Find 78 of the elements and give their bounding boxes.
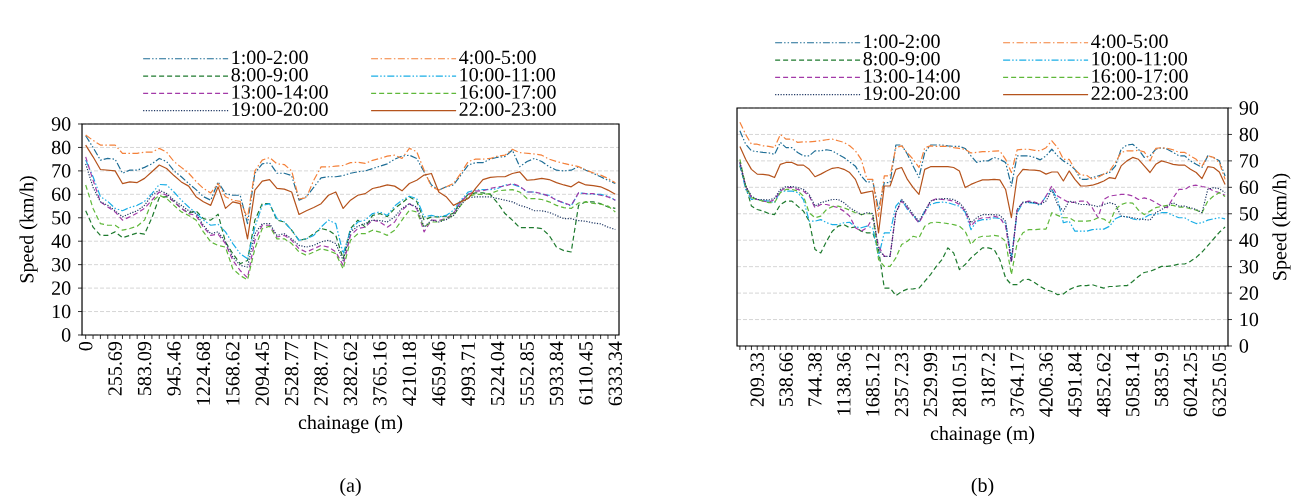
legend-label: 19:00-20:00 [864,86,960,101]
legend-label: 8:00-9:00 [231,67,308,82]
x-axis-title: chainage (m) [298,415,403,434]
x-tick-label: 4659.46 [432,341,446,406]
x-tick-label: 6325.05 [1212,352,1227,417]
y-axis-title: Speed (km/h) [19,176,38,283]
text: (a) [340,477,361,497]
legend-label: 1:00-2:00 [232,50,308,65]
legend-label: 13:00-14:00 [864,69,960,83]
line-series [85,184,616,281]
x-tick-label: 2788.77 [314,341,328,406]
x-tick-label: 744.38 [808,352,822,406]
x-tick-label: 2528.77 [284,341,299,406]
x-axis-title: chainage (m) [930,426,1035,445]
x-tick-label: 4206.36 [1039,352,1053,417]
x-tick-label: 3187.2 [981,353,996,407]
x-tick-label: 3282.62 [343,342,358,406]
legend-label: 19:00-20:00 [232,102,328,117]
y-tick-label: 0 [61,328,71,342]
x-tick-label: 2094.45 [255,341,270,406]
x-tick-label: 945.46 [167,341,181,396]
y-tick-label: 10 [1240,312,1259,327]
legend-label: 10:00-11:00 [1092,51,1187,66]
legend-label: 22:00-23:00 [1091,86,1188,101]
y-tick-label: 60 [1239,180,1259,195]
x-tick-label: 1138.36 [837,352,851,415]
y-tick-label: 20 [52,281,71,295]
y-tick-label: 10 [52,304,71,319]
y-tick-label: 90 [51,117,71,131]
x-tick-label: 4210.18 [402,341,417,406]
legend-label: 4:00-5:00 [1091,34,1168,49]
x-tick-label: 5224.04 [490,341,505,406]
x-tick-label: 583.09 [137,342,152,396]
x-tick-label: 2357.23 [894,352,909,417]
x-tick-label: 5552.85 [520,341,534,406]
y-tick-label: 70 [52,164,71,178]
x-tick-label: 4591.84 [1068,352,1082,417]
x-tick-label: 1568.62 [226,342,240,405]
x-tick-label: 6024.25 [1183,352,1198,417]
legend-label: 4:00-5:00 [459,50,536,65]
x-tick-label: 6333.34 [608,341,623,406]
x-tick-label: 0 [78,341,93,351]
y-tick-label: 40 [51,234,71,248]
x-tick-label: 538.66 [779,352,793,407]
y-tick-label: 30 [1239,259,1259,274]
x-tick-label: 3764.17 [1010,352,1024,417]
x-tick-label: 6110.45 [579,341,593,405]
y-tick-label: 80 [1239,127,1259,142]
legend-label: 16:00-17:00 [460,85,556,99]
text: (b) [971,477,994,497]
y-tick-label: 80 [51,140,71,155]
legend-label: 10:00-11:00 [460,67,555,82]
x-tick-label: 4852.62 [1097,353,1111,417]
x-tick-label: 4993.71 [461,342,475,406]
y-axis-title: Speed (km/h) [1272,173,1291,280]
x-tick-label: 255.69 [108,342,122,396]
y-tick-label: 90 [1239,101,1259,115]
y-tick-label: 20 [1239,286,1259,300]
x-tick-label: 209.33 [750,352,765,407]
x-tick-label: 5058.14 [1125,352,1140,417]
y-tick-label: 70 [1240,154,1259,168]
x-tick-label: 2810.51 [952,353,967,417]
y-tick-label: 30 [52,257,71,272]
y-tick-label: 40 [1239,233,1259,247]
legend-label: 16:00-17:00 [1092,69,1188,83]
legend-label: 8:00-9:00 [863,51,940,66]
y-tick-label: 60 [52,187,71,202]
x-tick-label: 5835.9 [1154,353,1169,407]
legend-label: 13:00-14:00 [232,85,328,99]
x-tick-label: 5933.84 [549,341,564,406]
x-tick-label: 1685.12 [865,353,880,416]
legend-label: 1:00-2:00 [864,34,940,49]
x-tick-label: 2529.99 [923,353,938,417]
x-tick-label: 1224.68 [196,341,211,405]
x-tick-label: 3765.16 [373,341,387,406]
legend-label: 22:00-23:00 [459,102,556,117]
y-tick-label: 50 [52,211,71,225]
y-tick-label: 50 [1240,207,1259,221]
